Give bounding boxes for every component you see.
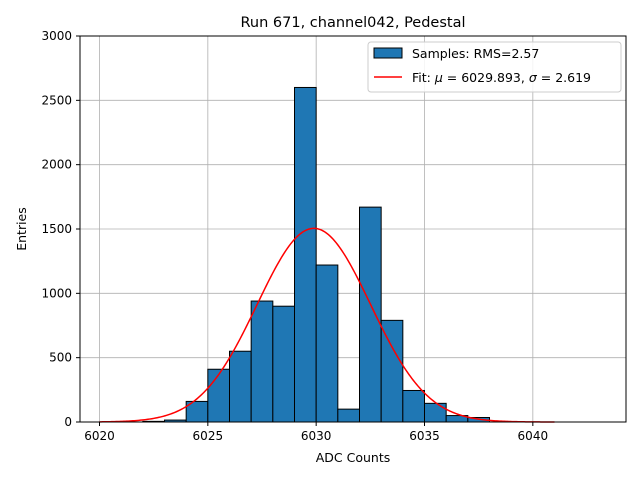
histogram-bars [142,86,491,423]
y-tick-label: 1000 [41,286,72,300]
y-tick-label: 1500 [41,222,72,236]
x-axis-ticks: 6020 6025 6030 6035 6040 [84,422,548,443]
y-tick-label: 500 [49,351,72,365]
histogram-bar [424,402,447,423]
legend-samples-swatch [373,47,403,59]
legend-box [367,41,622,93]
histogram-bar [294,86,317,423]
x-tick-label: 6040 [518,429,549,443]
histogram-bar [315,264,339,423]
histogram-bar [250,300,274,423]
histogram-bar [380,319,404,423]
y-tick-label: 2000 [41,158,72,172]
y-axis-label: Entries [14,207,29,251]
y-tick-label: 0 [64,415,72,429]
legend: Samples: RMS=2.57 Fit: μ = 6029.893, σ =… [367,41,622,93]
x-axis-label: ADC Counts [316,450,391,465]
histogram-bar [272,305,296,423]
histogram-bar [402,389,426,423]
y-axis-ticks: 0 500 1000 1500 2000 2500 3000 [41,29,80,429]
x-tick-label: 6025 [193,429,224,443]
fit-curve [99,227,555,423]
legend-samples-label: Samples: RMS=2.57 [412,46,539,61]
y-tick-label: 3000 [41,29,72,43]
legend-fit-label: Fit: μ = 6029.893, σ = 2.619 [412,70,591,85]
grid-lines [80,35,626,423]
y-tick-label: 2500 [41,93,72,107]
x-tick-label: 6030 [301,429,332,443]
histogram-bar [337,408,361,423]
histogram-bar [229,350,252,423]
chart-title: Run 671, channel042, Pedestal [240,15,465,31]
histogram-bar [207,368,230,423]
x-tick-label: 6035 [409,429,440,443]
histogram-bar [359,206,382,423]
x-tick-label: 6020 [84,429,115,443]
